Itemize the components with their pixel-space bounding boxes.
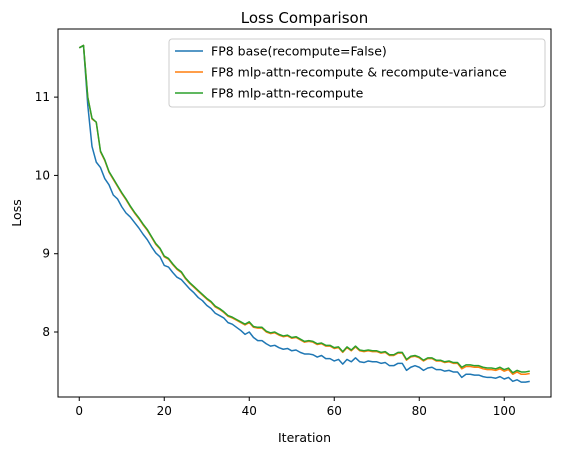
y-tick-label: 11 xyxy=(35,90,50,104)
x-tick-label: 80 xyxy=(412,404,427,418)
chart-title: Loss Comparison xyxy=(241,9,368,27)
legend-label-3: FP8 mlp-attn-recompute xyxy=(211,86,364,101)
y-axis-ticks: 8 9 10 11 xyxy=(35,90,58,339)
y-tick-label: 10 xyxy=(35,168,50,182)
plot-lines xyxy=(78,44,530,383)
legend-label-2: FP8 mlp-attn-recompute & recompute-varia… xyxy=(211,65,507,80)
x-axis-ticks: 0 20 40 60 80 100 xyxy=(75,397,516,418)
y-tick-label: 8 xyxy=(42,325,50,339)
x-axis-label: Iteration xyxy=(278,430,331,445)
x-tick-label: 0 xyxy=(75,404,83,418)
axes-frame xyxy=(57,28,552,398)
y-tick-label: 9 xyxy=(42,247,50,261)
legend: FP8 base(recompute=False) FP8 mlp-attn-re… xyxy=(168,38,546,108)
x-tick-label: 60 xyxy=(327,404,342,418)
legend-label-1: FP8 base(recompute=False) xyxy=(211,44,387,59)
series-line-3 xyxy=(78,44,530,374)
legend-box xyxy=(168,38,546,108)
x-tick-label: 20 xyxy=(157,404,172,418)
series-line-1 xyxy=(78,44,530,383)
x-tick-label: 40 xyxy=(242,404,257,418)
y-axis-label: Loss xyxy=(9,199,24,226)
x-tick-label: 100 xyxy=(493,404,516,418)
